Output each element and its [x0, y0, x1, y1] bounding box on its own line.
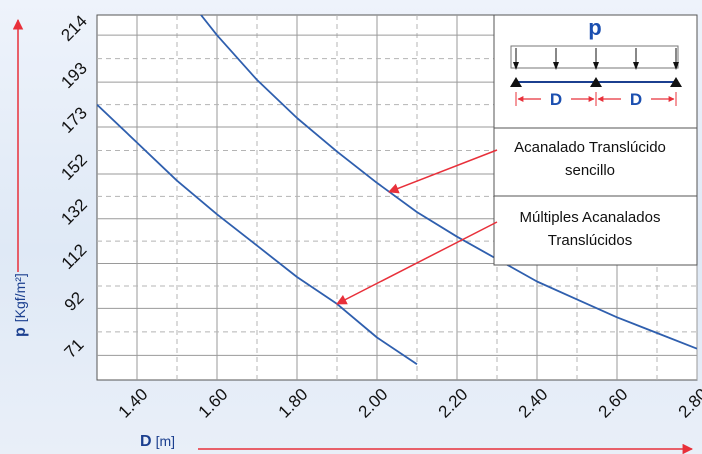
y-tick-label-6: 193: [57, 59, 90, 92]
annotation-2-line-2: Translúcidos: [548, 232, 632, 249]
annotation-1: Acanalado Translúcido sencillo: [388, 139, 666, 194]
span-label-left: D: [550, 90, 562, 109]
support-right: [670, 77, 682, 87]
load-arrow-head-1: [553, 62, 559, 70]
load-arrow-head-3: [633, 62, 639, 70]
x-tick-label-5: 2.40: [515, 385, 552, 422]
y-tick-label-3: 132: [57, 195, 90, 228]
annotation-1-line-1: Acanalado Translúcido: [514, 139, 666, 156]
load-arrow-head-4: [673, 62, 679, 70]
y-tick-label-4: 152: [57, 150, 90, 183]
y-tick-label-7: 214: [57, 12, 90, 45]
svg-text:p[Kgf/m²]: p [Kgf/m²]: [12, 273, 29, 337]
y-tick-labels: 71 92 112 132 152 173 193 214: [57, 12, 90, 362]
annotation-2-arrow: [336, 221, 498, 305]
x-tick-label-2: 1.80: [275, 385, 312, 422]
x-axis-title-main: D: [140, 433, 152, 450]
y-tick-label-5: 173: [57, 103, 90, 136]
x-axis-title-unit: [m]: [156, 433, 175, 449]
load-arrow-head-2: [593, 62, 599, 70]
x-tick-label-3: 2.00: [355, 385, 392, 422]
y-tick-label-1: 92: [61, 288, 88, 315]
curves: [97, 15, 697, 366]
y-tick-label-0: 71: [61, 335, 88, 362]
x-tick-labels: 1.40 1.60 1.80 2.00 2.20 2.40 2.60 2.80: [115, 385, 702, 422]
annotation-1-line-2: sencillo: [565, 162, 615, 179]
x-tick-label-4: 2.20: [435, 385, 472, 422]
y-axis-title-unit: [Kgf/m²]: [12, 273, 28, 322]
x-tick-label-0: 1.40: [115, 385, 152, 422]
load-diagram: p D D: [493, 14, 698, 266]
series-line-1: [200, 15, 697, 350]
annotation-2-line-1: Múltiples Acanalados: [520, 209, 661, 226]
load-label: p: [588, 15, 601, 40]
annotation-2: Múltiples Acanalados Translúcidos: [336, 209, 661, 305]
span-label-right: D: [630, 90, 642, 109]
load-arrow-head-0: [513, 62, 519, 70]
y-tick-label-2: 112: [58, 240, 91, 273]
support-left: [510, 77, 522, 87]
x-tick-label-6: 2.60: [595, 385, 632, 422]
series-line-2: [97, 103, 418, 366]
x-tick-label-1: 1.60: [195, 385, 232, 422]
x-tick-label-7: 2.80: [675, 385, 702, 422]
y-axis-title: p [Kgf/m²]: [12, 273, 29, 337]
annotation-1-arrow: [388, 149, 498, 194]
x-axis-title: D [m]: [140, 433, 175, 450]
support-middle: [590, 77, 602, 87]
y-axis-title-main: p: [12, 327, 29, 337]
load-arrows: [513, 48, 679, 70]
